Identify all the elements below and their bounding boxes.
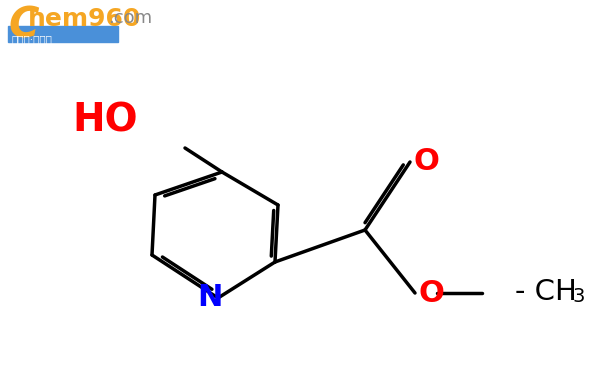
Text: - CH: - CH <box>515 278 577 306</box>
Bar <box>8 26 118 42</box>
Text: N: N <box>197 284 223 312</box>
Text: .com: .com <box>108 9 152 27</box>
Text: C: C <box>8 5 39 47</box>
Text: 化工牛·化工网: 化工牛·化工网 <box>12 34 53 44</box>
Text: 3: 3 <box>572 288 584 306</box>
Text: O: O <box>418 279 444 308</box>
Text: HO: HO <box>72 101 138 139</box>
Text: O: O <box>413 147 439 177</box>
Text: hem960: hem960 <box>28 7 142 31</box>
